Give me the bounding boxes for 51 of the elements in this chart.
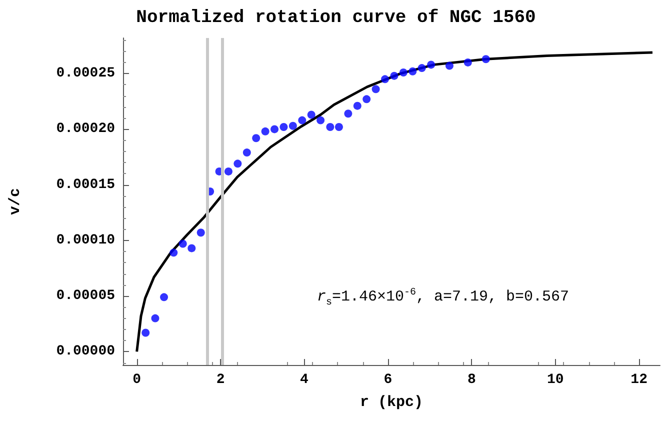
point (307, 110, 316, 119)
point (482, 55, 490, 64)
point (178, 240, 187, 248)
y-tick-label: 0.00000 (56, 344, 115, 360)
point (151, 314, 160, 322)
point (427, 60, 436, 69)
point (381, 75, 390, 84)
x-tick-label: 8 (467, 372, 476, 388)
point (288, 122, 297, 130)
y-tick-label: 0.00005 (56, 288, 115, 304)
point (353, 102, 362, 110)
y-tick-label: 0.00015 (56, 176, 115, 193)
point (234, 160, 242, 168)
point (399, 68, 408, 76)
point (298, 116, 306, 124)
point (252, 134, 260, 142)
point (334, 122, 343, 131)
point (270, 125, 279, 134)
y-tick-label: 0.00010 (56, 232, 115, 248)
point (224, 167, 232, 176)
x-tick-label: 12 (630, 372, 648, 388)
y-axis-title: v/c (7, 188, 24, 216)
point (464, 58, 472, 66)
point (261, 127, 270, 136)
point (408, 67, 417, 76)
annotation: r$_{s}$=1.46×10$^{-6}$, a=7.19, b=0.567 (316, 288, 570, 308)
y-tick-label: 0.00025 (56, 66, 115, 82)
chart-title: Normalized rotation curve of NGC 1560 (136, 8, 536, 28)
point (372, 85, 380, 94)
y-tick-label: 0.00020 (56, 121, 115, 138)
point (188, 244, 196, 252)
point (344, 110, 352, 118)
x-tick-label: 6 (384, 372, 392, 388)
point (326, 122, 334, 131)
point (160, 293, 168, 302)
x-axis-title: r (kpc) (360, 394, 424, 411)
x-tick-label: 10 (546, 372, 564, 388)
point (170, 248, 178, 257)
x-tick-label: 4 (300, 372, 308, 388)
point (242, 148, 251, 157)
point (418, 64, 426, 72)
point (390, 72, 398, 80)
point (445, 62, 454, 70)
point (280, 122, 288, 131)
point (316, 116, 325, 124)
line-series (136, 51, 654, 353)
x-tick-label: 2 (216, 372, 225, 388)
point (196, 228, 205, 237)
point (362, 95, 371, 104)
x-tick-label: 0 (132, 372, 142, 388)
point (142, 328, 150, 337)
